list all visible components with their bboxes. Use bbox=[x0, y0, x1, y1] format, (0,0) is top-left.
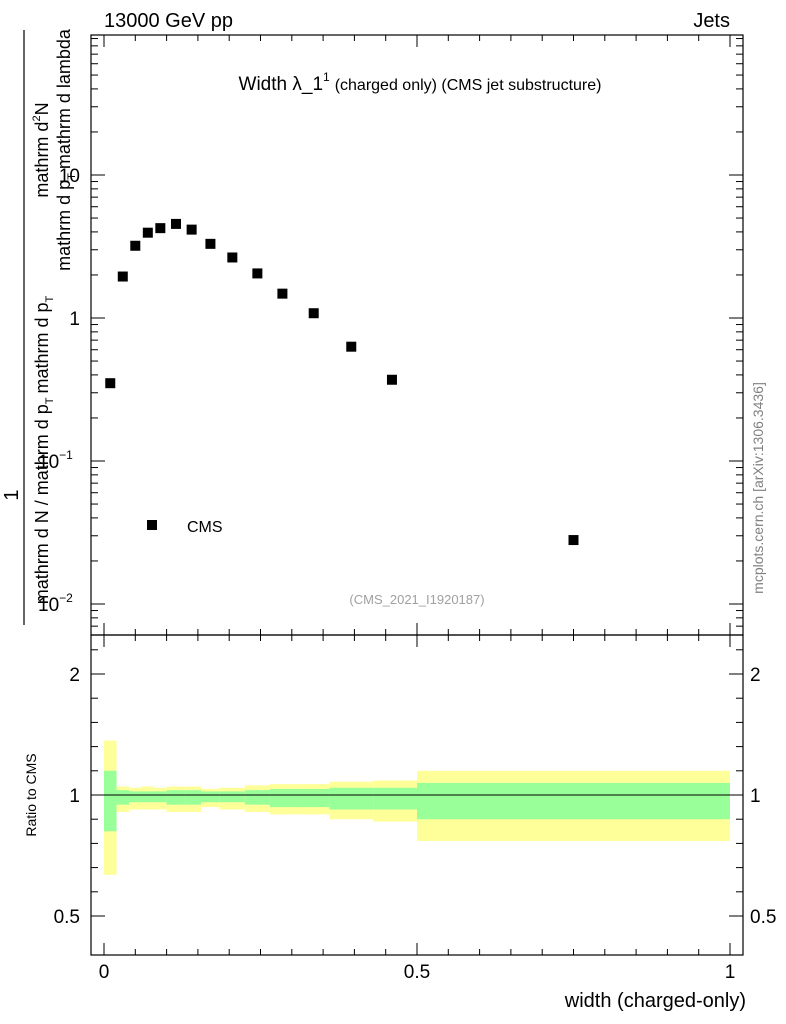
ratio-inner-band bbox=[244, 790, 270, 805]
x-tick-label: 0.5 bbox=[404, 962, 430, 983]
main-y-tick-label: 10 bbox=[59, 166, 80, 187]
y-label-num-sup: 2 bbox=[31, 115, 43, 121]
ratio-plot: 0.5 0.5 1 1 2 2 0 0.5 1 Ratio to CMS width (char… bbox=[23, 634, 777, 1012]
cms-data-point bbox=[142, 227, 153, 238]
header-energy-label: 13000 GeV pp bbox=[104, 10, 233, 32]
y-label-den2: mathrm d p bbox=[32, 302, 52, 393]
mcplots-source-label: mcplots.cern.ch [arXiv:1306.3436] bbox=[750, 382, 766, 594]
ratio-inner-band bbox=[154, 791, 167, 803]
ratio-inner-band bbox=[185, 790, 202, 805]
ratio-inner-band bbox=[116, 790, 130, 805]
ratio-inner-band bbox=[201, 791, 220, 803]
ratio-y-tick-label: 2 bbox=[69, 665, 80, 686]
main-y-tick-label: 10−1 bbox=[38, 448, 73, 473]
plot-title: Width λ_11 (charged only) (CMS jet substr… bbox=[239, 70, 602, 95]
y-label-num3: mathrm d lambda bbox=[54, 28, 74, 169]
ratio-inner-band bbox=[166, 790, 186, 805]
y-label-num2-sub: T bbox=[66, 173, 78, 180]
ratio-inner-band bbox=[104, 770, 117, 832]
legend-label-cms: CMS bbox=[187, 519, 223, 536]
cms-data-point bbox=[568, 535, 579, 546]
ratio-y-axis-label: Ratio to CMS bbox=[23, 753, 39, 836]
ratio-inner-band bbox=[373, 787, 417, 810]
ratio-y-tick-label-right: 0.5 bbox=[750, 907, 776, 928]
plot-title-rest: (charged only) (CMS jet substructure) bbox=[335, 77, 602, 94]
cms-data-point bbox=[130, 240, 141, 251]
y-label-den: mathrm d N / mathrm d p bbox=[32, 404, 52, 604]
cms-data-point bbox=[155, 223, 166, 234]
ratio-inner-band bbox=[219, 791, 245, 803]
ratio-inner-band bbox=[141, 791, 155, 803]
ratio-inner-band bbox=[298, 788, 330, 808]
ratio-inner-band bbox=[269, 788, 299, 808]
y-label-denominator: mathrm d N / mathrm d pTmathrm d pT bbox=[32, 295, 56, 604]
main-y-tick-label: 10−2 bbox=[38, 591, 73, 616]
ratio-bands bbox=[104, 740, 730, 875]
x-tick-label: 1 bbox=[725, 962, 736, 983]
plot-title-main: Width λ_1 bbox=[239, 74, 323, 95]
main-y-tick-exp: −1 bbox=[59, 448, 73, 462]
plot-title-sup: 1 bbox=[323, 70, 330, 84]
cms-data-point bbox=[308, 308, 319, 319]
main-plot-ticks bbox=[91, 35, 743, 635]
ratio-y-tick-label: 1 bbox=[69, 786, 80, 807]
ratio-inner-band bbox=[417, 782, 730, 820]
cms-data-point bbox=[170, 218, 181, 229]
y-label-numerator-1: mathrm d2N bbox=[31, 102, 52, 197]
cms-data-point bbox=[386, 374, 397, 385]
y-label-numerator-2: mathrm d pTmathrm d lambda bbox=[54, 28, 78, 271]
y-label-den2-sub: T bbox=[44, 295, 56, 302]
main-y-tick-base: 10 bbox=[59, 166, 80, 187]
main-y-tick-exp: −2 bbox=[59, 591, 73, 605]
header-jets-label: Jets bbox=[693, 10, 730, 32]
cms-data-point bbox=[117, 271, 128, 282]
y-label-den-sub: T bbox=[44, 397, 56, 404]
ratio-inner-band bbox=[329, 787, 374, 810]
ratio-plot-ticks bbox=[91, 635, 743, 955]
cms-data-point bbox=[346, 341, 357, 352]
ratio-tick-labels: 0.5 0.5 1 1 2 2 0 0.5 1 bbox=[54, 665, 777, 983]
main-y-tick-label: 1 bbox=[69, 309, 80, 330]
legend-marker-cms bbox=[147, 520, 157, 530]
analysis-watermark: (CMS_2021_I1920187) bbox=[349, 592, 484, 607]
ratio-y-tick-label-right: 2 bbox=[750, 665, 761, 686]
ratio-y-tick-label-right: 1 bbox=[750, 786, 761, 807]
main-data-points bbox=[105, 218, 579, 546]
cms-data-point bbox=[277, 288, 288, 299]
main-y-tick-base: 10 bbox=[38, 595, 59, 616]
x-tick-label: 0 bbox=[99, 962, 110, 983]
cms-data-point bbox=[252, 268, 263, 279]
cms-data-point bbox=[186, 224, 197, 235]
ratio-inner-band bbox=[129, 791, 142, 803]
y-label-prefix: 1 bbox=[1, 489, 23, 500]
cms-data-point bbox=[205, 238, 216, 249]
y-label-num2: mathrm d p bbox=[54, 180, 74, 271]
main-y-tick-base: 10 bbox=[38, 452, 59, 473]
main-y-axis-label: mathrm d2N mathrm d pTmathrm d lambda 1 … bbox=[1, 28, 78, 625]
y-label-num-part1: mathrm d bbox=[32, 122, 52, 198]
y-label-num-tail: N bbox=[32, 102, 52, 115]
cms-data-point bbox=[105, 378, 116, 389]
x-axis-label: width (charged-only) bbox=[564, 990, 746, 1012]
cms-data-point bbox=[227, 252, 238, 263]
ratio-y-tick-label: 0.5 bbox=[54, 907, 80, 928]
main-plot-frame bbox=[90, 34, 744, 636]
main-y-tick-base: 1 bbox=[69, 309, 80, 330]
